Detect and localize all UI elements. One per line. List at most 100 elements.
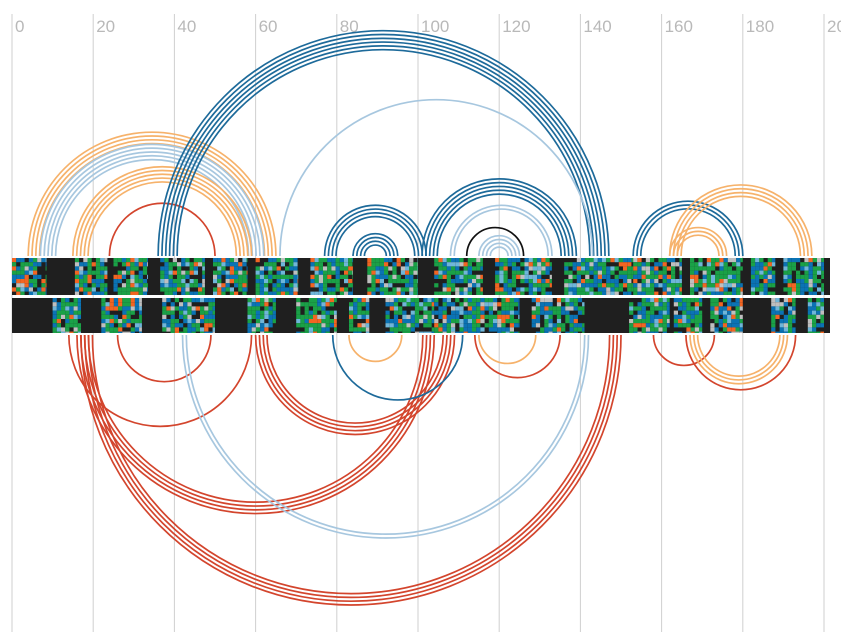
arc (157, 29, 610, 257)
track-segment (385, 298, 435, 333)
track-segment (213, 258, 248, 295)
arc (176, 48, 591, 257)
arc-layer (27, 29, 813, 606)
arc (436, 193, 562, 257)
arc-bundle-bottom (689, 334, 789, 385)
track-segment (296, 298, 337, 333)
arc (172, 45, 595, 257)
arc (692, 334, 785, 381)
track-segment (367, 258, 418, 295)
arc (279, 98, 594, 257)
track-segment (690, 258, 743, 295)
arc (355, 236, 395, 257)
arc (27, 131, 277, 257)
arc (83, 334, 619, 603)
arc-bundle-bottom (67, 334, 253, 428)
top-track (12, 258, 830, 295)
arc-bundle-top (465, 226, 525, 257)
track-segment (162, 298, 215, 333)
track-segment (160, 258, 205, 295)
arc (39, 143, 265, 257)
arc (363, 244, 388, 257)
arc (696, 334, 781, 377)
arc (91, 334, 611, 595)
track-segment (783, 258, 824, 295)
arc-bundle-top (478, 234, 521, 257)
arc-bundle-top (279, 98, 594, 257)
arc (465, 226, 525, 257)
arc-bundle-top (668, 184, 813, 257)
arc (323, 204, 427, 257)
arc-bundle-top (449, 204, 553, 257)
arc (473, 334, 561, 379)
arc-bundle-bottom (348, 334, 403, 363)
track-segment (113, 258, 148, 295)
arc (453, 208, 550, 257)
track-segment (564, 258, 634, 295)
arc (181, 334, 590, 539)
arc (489, 246, 509, 257)
arc (359, 240, 391, 257)
arc (185, 334, 586, 536)
arc (79, 173, 245, 257)
track-segment (633, 258, 682, 295)
arc (161, 33, 606, 257)
arc (478, 334, 537, 365)
track-segment (750, 258, 776, 295)
track-segment (310, 258, 353, 295)
track-segment (771, 298, 796, 333)
arc (43, 147, 261, 257)
arc-bundle-top (421, 178, 578, 257)
arc-bundle-bottom (116, 334, 212, 383)
bottom-track (12, 298, 830, 333)
arc (485, 242, 513, 257)
arc (352, 232, 399, 257)
arc (652, 334, 716, 367)
tick-label: 200 (827, 17, 841, 36)
track-segment (52, 298, 81, 333)
arc (668, 184, 813, 257)
arc (87, 181, 238, 257)
arc-bundle-bottom (331, 334, 464, 401)
track-segment (629, 298, 670, 333)
arc-bundle-top (39, 143, 265, 257)
arc-bundle-top (72, 165, 253, 257)
arc (54, 158, 250, 257)
arc (31, 135, 273, 257)
arc-bundle-bottom (478, 334, 537, 365)
track-segment (531, 298, 585, 333)
track-segment (247, 298, 276, 333)
arc-bundle-top (668, 226, 728, 257)
arc (432, 189, 566, 257)
arc-bundle-top (352, 232, 399, 257)
track-segment (434, 298, 520, 333)
tick-label: 80 (340, 17, 359, 36)
arc (425, 181, 574, 257)
tick-label: 60 (259, 17, 278, 36)
arc-bundle-bottom (181, 334, 590, 539)
arc (676, 191, 806, 257)
arc (481, 238, 517, 257)
sequence-tracks (12, 258, 830, 333)
tick-label: 100 (421, 17, 449, 36)
track-segment (12, 258, 47, 295)
arc (67, 334, 253, 428)
tick-label: 40 (177, 17, 196, 36)
arc (331, 212, 420, 257)
arc (262, 334, 448, 428)
arc (108, 202, 216, 257)
arc (676, 234, 720, 257)
arc-bundle-bottom (652, 334, 716, 367)
track-segment (349, 298, 370, 333)
track-segment (101, 298, 142, 333)
arc (87, 334, 615, 599)
arc (348, 334, 403, 363)
arc (672, 230, 724, 257)
arc-bundle-top (108, 202, 216, 257)
arc (632, 200, 744, 257)
arc (636, 204, 740, 257)
arc (449, 204, 553, 257)
track-segment (434, 258, 483, 295)
arc (47, 151, 257, 257)
